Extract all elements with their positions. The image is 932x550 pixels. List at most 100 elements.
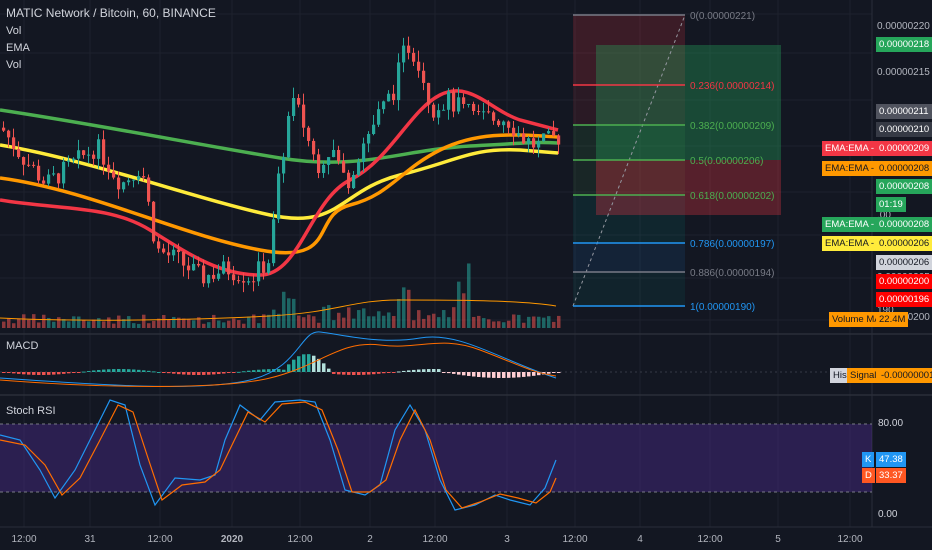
candle <box>442 109 446 111</box>
stoch-rsi-label[interactable]: Stoch RSI <box>6 405 56 417</box>
macd-histogram-bar <box>517 372 521 378</box>
volume-bar <box>192 320 196 328</box>
volume-bar <box>327 305 331 328</box>
candle <box>377 109 381 125</box>
volume-bar <box>367 316 371 328</box>
macd-histogram-bar <box>2 372 6 373</box>
macd-histogram-bar <box>422 369 426 372</box>
candle <box>362 143 366 162</box>
volume-bar <box>437 317 441 328</box>
volume-bar <box>462 293 466 328</box>
candle <box>157 241 161 249</box>
macd-histogram-bar <box>282 369 286 372</box>
candle <box>302 104 306 128</box>
macd-histogram-bar <box>557 372 561 373</box>
macd-histogram-bar <box>117 369 121 372</box>
candle <box>72 158 76 161</box>
indicator-vol-2[interactable]: Vol <box>6 59 22 71</box>
volume-bar <box>322 306 326 328</box>
candle <box>407 45 411 53</box>
macd-histogram-bar <box>52 372 56 375</box>
volume-bar <box>372 316 376 328</box>
time-tick: 4 <box>637 534 643 545</box>
macd-histogram-bar <box>537 372 541 376</box>
macd-histogram-bar <box>172 372 176 374</box>
macd-histogram-bar <box>132 369 136 372</box>
macd-label[interactable]: MACD <box>6 340 39 352</box>
time-tick: 12:00 <box>697 534 722 545</box>
candle <box>207 274 211 284</box>
volume-bars <box>0 263 561 328</box>
macd-histogram-bar <box>42 372 46 375</box>
candle <box>262 261 266 273</box>
candle <box>67 160 71 162</box>
price-tag: EMA:EMA - 2 <box>822 161 886 176</box>
candle <box>7 130 11 138</box>
candle <box>312 140 316 155</box>
candle <box>397 62 401 101</box>
candle <box>322 164 326 174</box>
price-tag: 01:19 <box>876 197 906 212</box>
macd-histogram-bar <box>47 372 51 375</box>
long-position-stop-zone <box>596 160 781 215</box>
macd-histogram-bar <box>472 372 476 377</box>
volume-bar <box>272 309 276 328</box>
macd-histogram-bar <box>407 370 411 372</box>
volume-bar <box>392 315 396 328</box>
volume-bar <box>557 315 561 328</box>
price-tag: EMA:EMA - 1 <box>822 141 886 156</box>
symbol-title[interactable]: MATIC Network / Bitcoin, 60, BINANCE <box>6 6 216 20</box>
volume-bar <box>362 308 366 328</box>
macd-histogram-bar <box>442 372 446 373</box>
volume-bar <box>217 320 221 328</box>
fib-label: 0.382(0.00000209) <box>690 121 775 132</box>
macd-histogram-bar <box>27 372 31 375</box>
volume-bar <box>27 319 31 328</box>
volume-bar <box>517 314 521 328</box>
macd-histogram-bar <box>532 372 536 376</box>
indicator-ema[interactable]: EMA <box>6 42 30 54</box>
candle <box>357 161 361 175</box>
candle <box>382 101 386 110</box>
macd-histogram-bar <box>12 372 16 374</box>
candle <box>112 171 116 178</box>
candle <box>297 97 301 105</box>
candle <box>87 154 91 156</box>
time-axis[interactable]: 12:00 31 12:00 2020 12:00 2 12:00 3 12:00 4 12:00 5… <box>11 534 862 545</box>
macd-histogram-bar <box>497 372 501 378</box>
volume-bar <box>52 321 56 328</box>
candle <box>272 219 276 264</box>
fib-label: 0.236(0.00000214) <box>690 81 775 92</box>
candle <box>132 179 136 181</box>
volume-bar <box>552 321 556 328</box>
candle <box>137 176 141 180</box>
stoch-d-line <box>0 401 557 509</box>
volume-bar <box>187 318 191 328</box>
volume-bar <box>47 317 51 328</box>
macd-histogram-bar <box>447 372 451 374</box>
indicator-vol[interactable]: Vol <box>6 25 22 37</box>
candle <box>127 180 131 183</box>
macd-histogram-bar <box>192 372 196 375</box>
macd-histogram-bar <box>77 372 81 373</box>
candle <box>232 274 236 281</box>
fib-label: 0.786(0.00000197) <box>690 239 775 250</box>
fib-retracement[interactable] <box>572 14 781 307</box>
macd-histogram-bar <box>267 369 271 372</box>
macd-histogram-bar <box>487 372 491 378</box>
price-tag: Volume MA <box>829 312 884 327</box>
fib-label: 0(0.00000221) <box>690 11 755 22</box>
macd-histogram-bar <box>332 372 336 374</box>
macd-histogram-bar <box>237 371 241 373</box>
macd-histogram-bar <box>432 369 436 372</box>
volume-bar <box>457 281 461 328</box>
macd-histogram-bar <box>102 369 106 372</box>
macd-histogram-bar <box>347 372 351 375</box>
macd-histogram-bar <box>22 372 26 375</box>
volume-bar <box>252 314 256 328</box>
volume-bar <box>472 316 476 328</box>
candle <box>227 261 231 275</box>
candle <box>147 177 151 202</box>
candle <box>247 281 251 283</box>
